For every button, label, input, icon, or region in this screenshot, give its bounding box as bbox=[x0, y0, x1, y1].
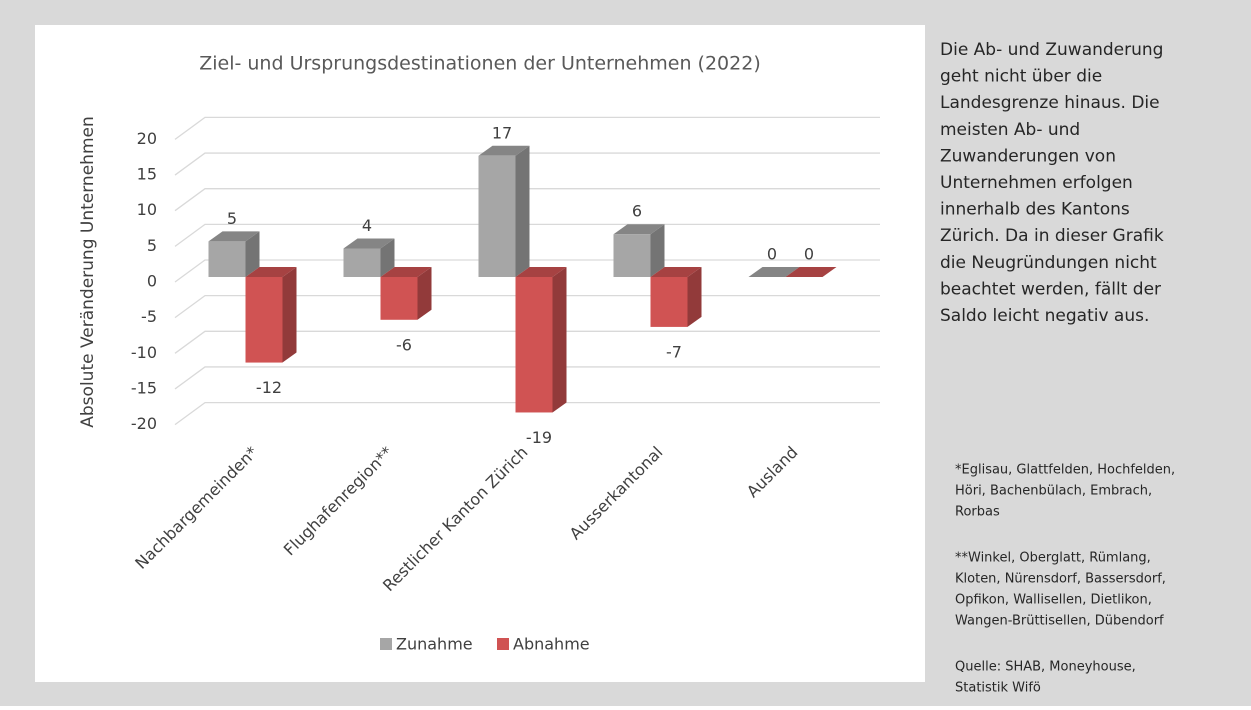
y-tick-label: -5 bbox=[141, 307, 157, 326]
y-tick-label: 10 bbox=[137, 200, 157, 219]
bar bbox=[478, 155, 516, 277]
bar-side bbox=[380, 238, 395, 277]
bar bbox=[380, 277, 418, 320]
y-tick-label: -20 bbox=[131, 414, 157, 433]
data-label: -12 bbox=[256, 378, 282, 397]
bar-top bbox=[748, 267, 800, 277]
sidebar-text: Opfikon, Wallisellen, Dietlikon, bbox=[955, 593, 1152, 608]
grid-line bbox=[174, 401, 880, 426]
legend-swatch bbox=[380, 638, 392, 650]
bar-side bbox=[650, 224, 665, 277]
legend-label: Zunahme bbox=[396, 635, 473, 654]
grid-line bbox=[174, 366, 880, 390]
sidebar-text: Rorbas bbox=[955, 505, 1000, 520]
data-label: 6 bbox=[632, 202, 642, 221]
grid-line bbox=[174, 152, 880, 176]
bar-top bbox=[613, 224, 665, 235]
y-tick-label: 15 bbox=[137, 165, 157, 184]
y-tick-label: 0 bbox=[147, 272, 157, 291]
sidebar-text: Landesgrenze hinaus. Die bbox=[940, 93, 1160, 113]
bar-side bbox=[552, 267, 567, 413]
sidebar-text: Quelle: SHAB, Moneyhouse, bbox=[955, 660, 1136, 675]
bar-top bbox=[478, 145, 530, 156]
data-label: 17 bbox=[492, 123, 512, 142]
sidebar-text: die Neugründungen nicht bbox=[940, 253, 1157, 273]
bar-top bbox=[343, 238, 395, 249]
bar-top bbox=[650, 267, 702, 277]
bar-side bbox=[282, 267, 297, 363]
y-tick-label: -10 bbox=[131, 343, 157, 362]
bar bbox=[245, 277, 283, 363]
sidebar-text: meisten Ab- und bbox=[940, 120, 1080, 140]
legend-label: Abnahme bbox=[513, 635, 590, 654]
data-label: -19 bbox=[526, 428, 552, 447]
data-label: 0 bbox=[804, 245, 814, 264]
bar bbox=[613, 234, 651, 277]
legend-swatch bbox=[497, 638, 509, 650]
bar-side bbox=[417, 267, 432, 320]
grid-line bbox=[174, 188, 880, 212]
bar-side bbox=[245, 231, 260, 277]
sidebar-text: Statistik Wifö bbox=[955, 681, 1041, 696]
y-tick-label: 5 bbox=[147, 236, 157, 255]
sidebar-text: Höri, Bachenbülach, Embrach, bbox=[955, 484, 1152, 499]
sidebar-text: beachtet werden, fällt der bbox=[940, 279, 1161, 299]
bar-top bbox=[380, 267, 432, 277]
y-tick-label: 20 bbox=[137, 129, 157, 148]
bar-top bbox=[245, 267, 297, 277]
bar-side bbox=[687, 267, 702, 327]
sidebar-text: **Winkel, Oberglatt, Rümlang, bbox=[955, 551, 1151, 566]
data-label: -6 bbox=[396, 335, 412, 354]
bar-side bbox=[515, 145, 530, 277]
data-label: 4 bbox=[362, 216, 372, 235]
data-label: 0 bbox=[767, 245, 777, 264]
data-label: 5 bbox=[227, 209, 237, 228]
chart-title: Ziel- und Ursprungsdestinationen der Unt… bbox=[199, 53, 761, 75]
bar-top bbox=[515, 267, 567, 277]
y-axis-label: Absolute Veränderung Unternehmen bbox=[78, 116, 98, 427]
chart-panel bbox=[35, 25, 925, 682]
y-tick-label: -15 bbox=[131, 378, 157, 397]
sidebar-text: Zuwanderungen von bbox=[940, 146, 1116, 166]
grid-line bbox=[174, 116, 880, 140]
sidebar-text: Wangen-Brüttisellen, Dübendorf bbox=[955, 614, 1164, 629]
sidebar-text: Kloten, Nürensdorf, Bassersdorf, bbox=[955, 572, 1166, 587]
sidebar-text: Unternehmen erfolgen bbox=[940, 173, 1133, 193]
bar bbox=[515, 277, 553, 413]
sidebar-text: Zürich. Da in dieser Grafik bbox=[940, 226, 1164, 246]
grid-line bbox=[174, 330, 880, 354]
bar bbox=[650, 277, 688, 327]
bar-top bbox=[208, 231, 260, 242]
bar-top bbox=[785, 267, 837, 277]
sidebar-text: geht nicht über die bbox=[940, 67, 1102, 87]
sidebar-text: Saldo leicht negativ aus. bbox=[940, 306, 1149, 326]
sidebar-text: *Eglisau, Glattfelden, Hochfelden, bbox=[955, 463, 1175, 478]
bar bbox=[208, 241, 246, 277]
sidebar-text: Die Ab- und Zuwanderung bbox=[940, 40, 1163, 60]
bar bbox=[343, 248, 381, 277]
sidebar-text: innerhalb des Kantons bbox=[940, 200, 1130, 220]
data-label: -7 bbox=[666, 342, 682, 361]
